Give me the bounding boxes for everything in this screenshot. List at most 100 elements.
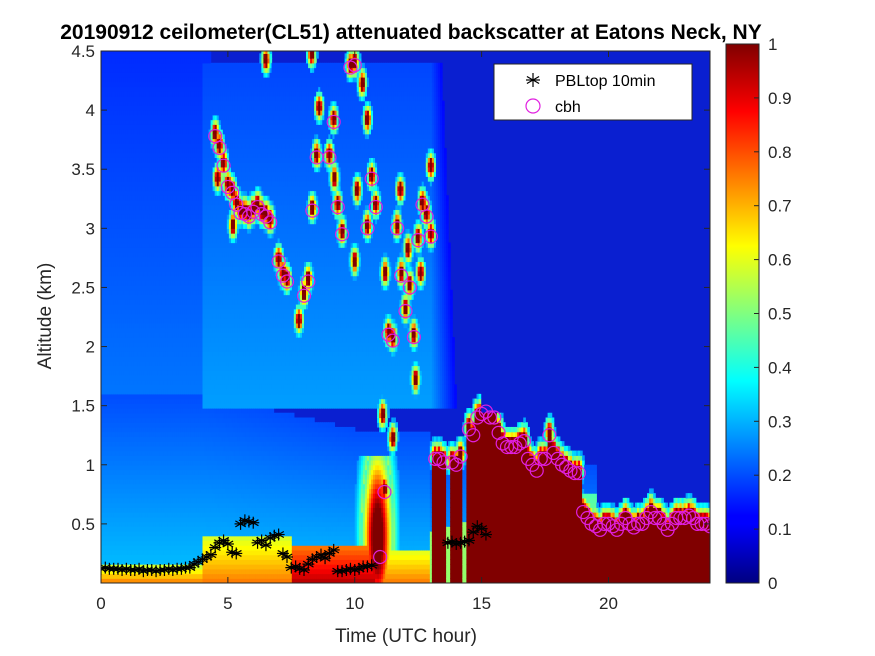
heatmap-cell — [133, 521, 137, 527]
heatmap-cell — [101, 460, 104, 466]
heatmap-cell — [137, 530, 141, 537]
heatmap-cell — [111, 318, 114, 324]
heatmap-cell — [141, 578, 145, 583]
heatmap-cell — [117, 242, 120, 248]
heatmap-cell — [137, 431, 141, 438]
heatmap-cell — [127, 545, 131, 551]
heatmap-cell — [141, 488, 145, 494]
heatmap-cell — [129, 460, 133, 466]
heatmap-cell — [115, 431, 118, 438]
heatmap-cell — [109, 455, 112, 461]
heatmap-cell — [119, 256, 122, 263]
heatmap-cell — [157, 266, 161, 272]
heatmap-cell — [145, 51, 149, 54]
heatmap-cell — [157, 512, 161, 518]
heatmap-cell — [103, 389, 106, 395]
heatmap-cell — [109, 412, 112, 419]
heatmap-cell — [155, 526, 159, 532]
heatmap-cell — [139, 124, 143, 130]
heatmap-cell — [149, 337, 153, 343]
heatmap-cell — [123, 384, 126, 390]
heatmap-cell — [123, 431, 126, 438]
heatmap-cell — [149, 77, 153, 83]
heatmap-cell — [153, 549, 157, 556]
heatmap-cell — [111, 62, 114, 69]
heatmap-cell — [101, 450, 104, 456]
heatmap-cell — [125, 214, 128, 220]
heatmap-cell — [121, 304, 124, 310]
heatmap-cell — [113, 67, 116, 73]
heatmap-cell — [151, 162, 155, 168]
heatmap-cell — [143, 204, 147, 211]
heatmap-cell — [121, 507, 124, 513]
heatmap-cell — [135, 450, 139, 456]
heatmap-cell — [159, 356, 163, 362]
heatmap-cell — [121, 374, 124, 381]
heatmap-cell — [139, 436, 143, 442]
heatmap-cell — [141, 237, 145, 244]
heatmap-cell — [153, 322, 157, 329]
heatmap-cell — [131, 379, 135, 385]
heatmap-cell — [121, 516, 124, 523]
heatmap-cell — [141, 251, 145, 258]
heatmap-cell — [117, 436, 120, 442]
heatmap-cell — [125, 540, 128, 546]
heatmap-cell — [117, 133, 120, 140]
heatmap-cell — [137, 521, 141, 527]
heatmap-cell — [113, 398, 116, 404]
heatmap-cell — [119, 469, 122, 475]
heatmap-cell — [113, 535, 116, 542]
heatmap-cell — [123, 138, 126, 144]
heatmap-cell — [113, 147, 116, 154]
heatmap-cell — [125, 280, 128, 286]
heatmap-cell — [109, 431, 112, 438]
heatmap-cell — [155, 218, 159, 225]
heatmap-cell — [105, 110, 108, 116]
heatmap-cell — [129, 162, 133, 168]
heatmap-cell — [129, 516, 133, 523]
heatmap-cell — [153, 223, 157, 229]
heatmap-cell — [131, 119, 135, 125]
heatmap-cell — [131, 304, 135, 310]
heatmap-cell — [145, 138, 149, 144]
heatmap-cell — [125, 299, 128, 305]
heatmap-cell — [121, 195, 124, 201]
heatmap-cell — [105, 223, 108, 229]
heatmap-cell — [121, 327, 124, 333]
heatmap-cell — [137, 261, 141, 267]
heatmap-cell — [111, 124, 114, 130]
heatmap-cell — [159, 398, 163, 404]
heatmap-cell — [141, 152, 145, 158]
heatmap-cell — [101, 77, 104, 83]
heatmap-cell — [133, 398, 137, 404]
heatmap-cell — [139, 162, 143, 168]
heatmap-cell — [149, 308, 153, 315]
heatmap-cell — [145, 129, 149, 135]
heatmap-cell — [139, 299, 143, 305]
heatmap-cell — [101, 573, 104, 579]
heatmap-cell — [149, 360, 153, 367]
heatmap-cell — [141, 195, 145, 201]
heatmap-cell — [117, 195, 120, 201]
heatmap-cell — [117, 304, 120, 310]
heatmap-cell — [137, 502, 141, 508]
heatmap-cell — [127, 346, 131, 352]
heatmap-cell — [137, 365, 141, 371]
heatmap-cell — [127, 181, 131, 187]
heatmap-cell — [137, 384, 141, 390]
heatmap-cell — [139, 313, 143, 319]
heatmap-cell — [153, 199, 157, 206]
heatmap-cell — [125, 351, 128, 357]
heatmap-cell — [143, 308, 147, 315]
heatmap-cell — [145, 181, 149, 187]
heatmap-cell — [111, 51, 114, 54]
heatmap-cell — [145, 256, 149, 263]
heatmap-cell — [155, 166, 159, 173]
heatmap-cell — [141, 185, 145, 192]
heatmap-cell — [157, 549, 161, 556]
heatmap-cell — [107, 100, 110, 106]
heatmap-cell — [123, 512, 126, 518]
heatmap-cell — [135, 51, 139, 54]
heatmap-cell — [159, 114, 163, 121]
heatmap-cell — [121, 77, 124, 83]
